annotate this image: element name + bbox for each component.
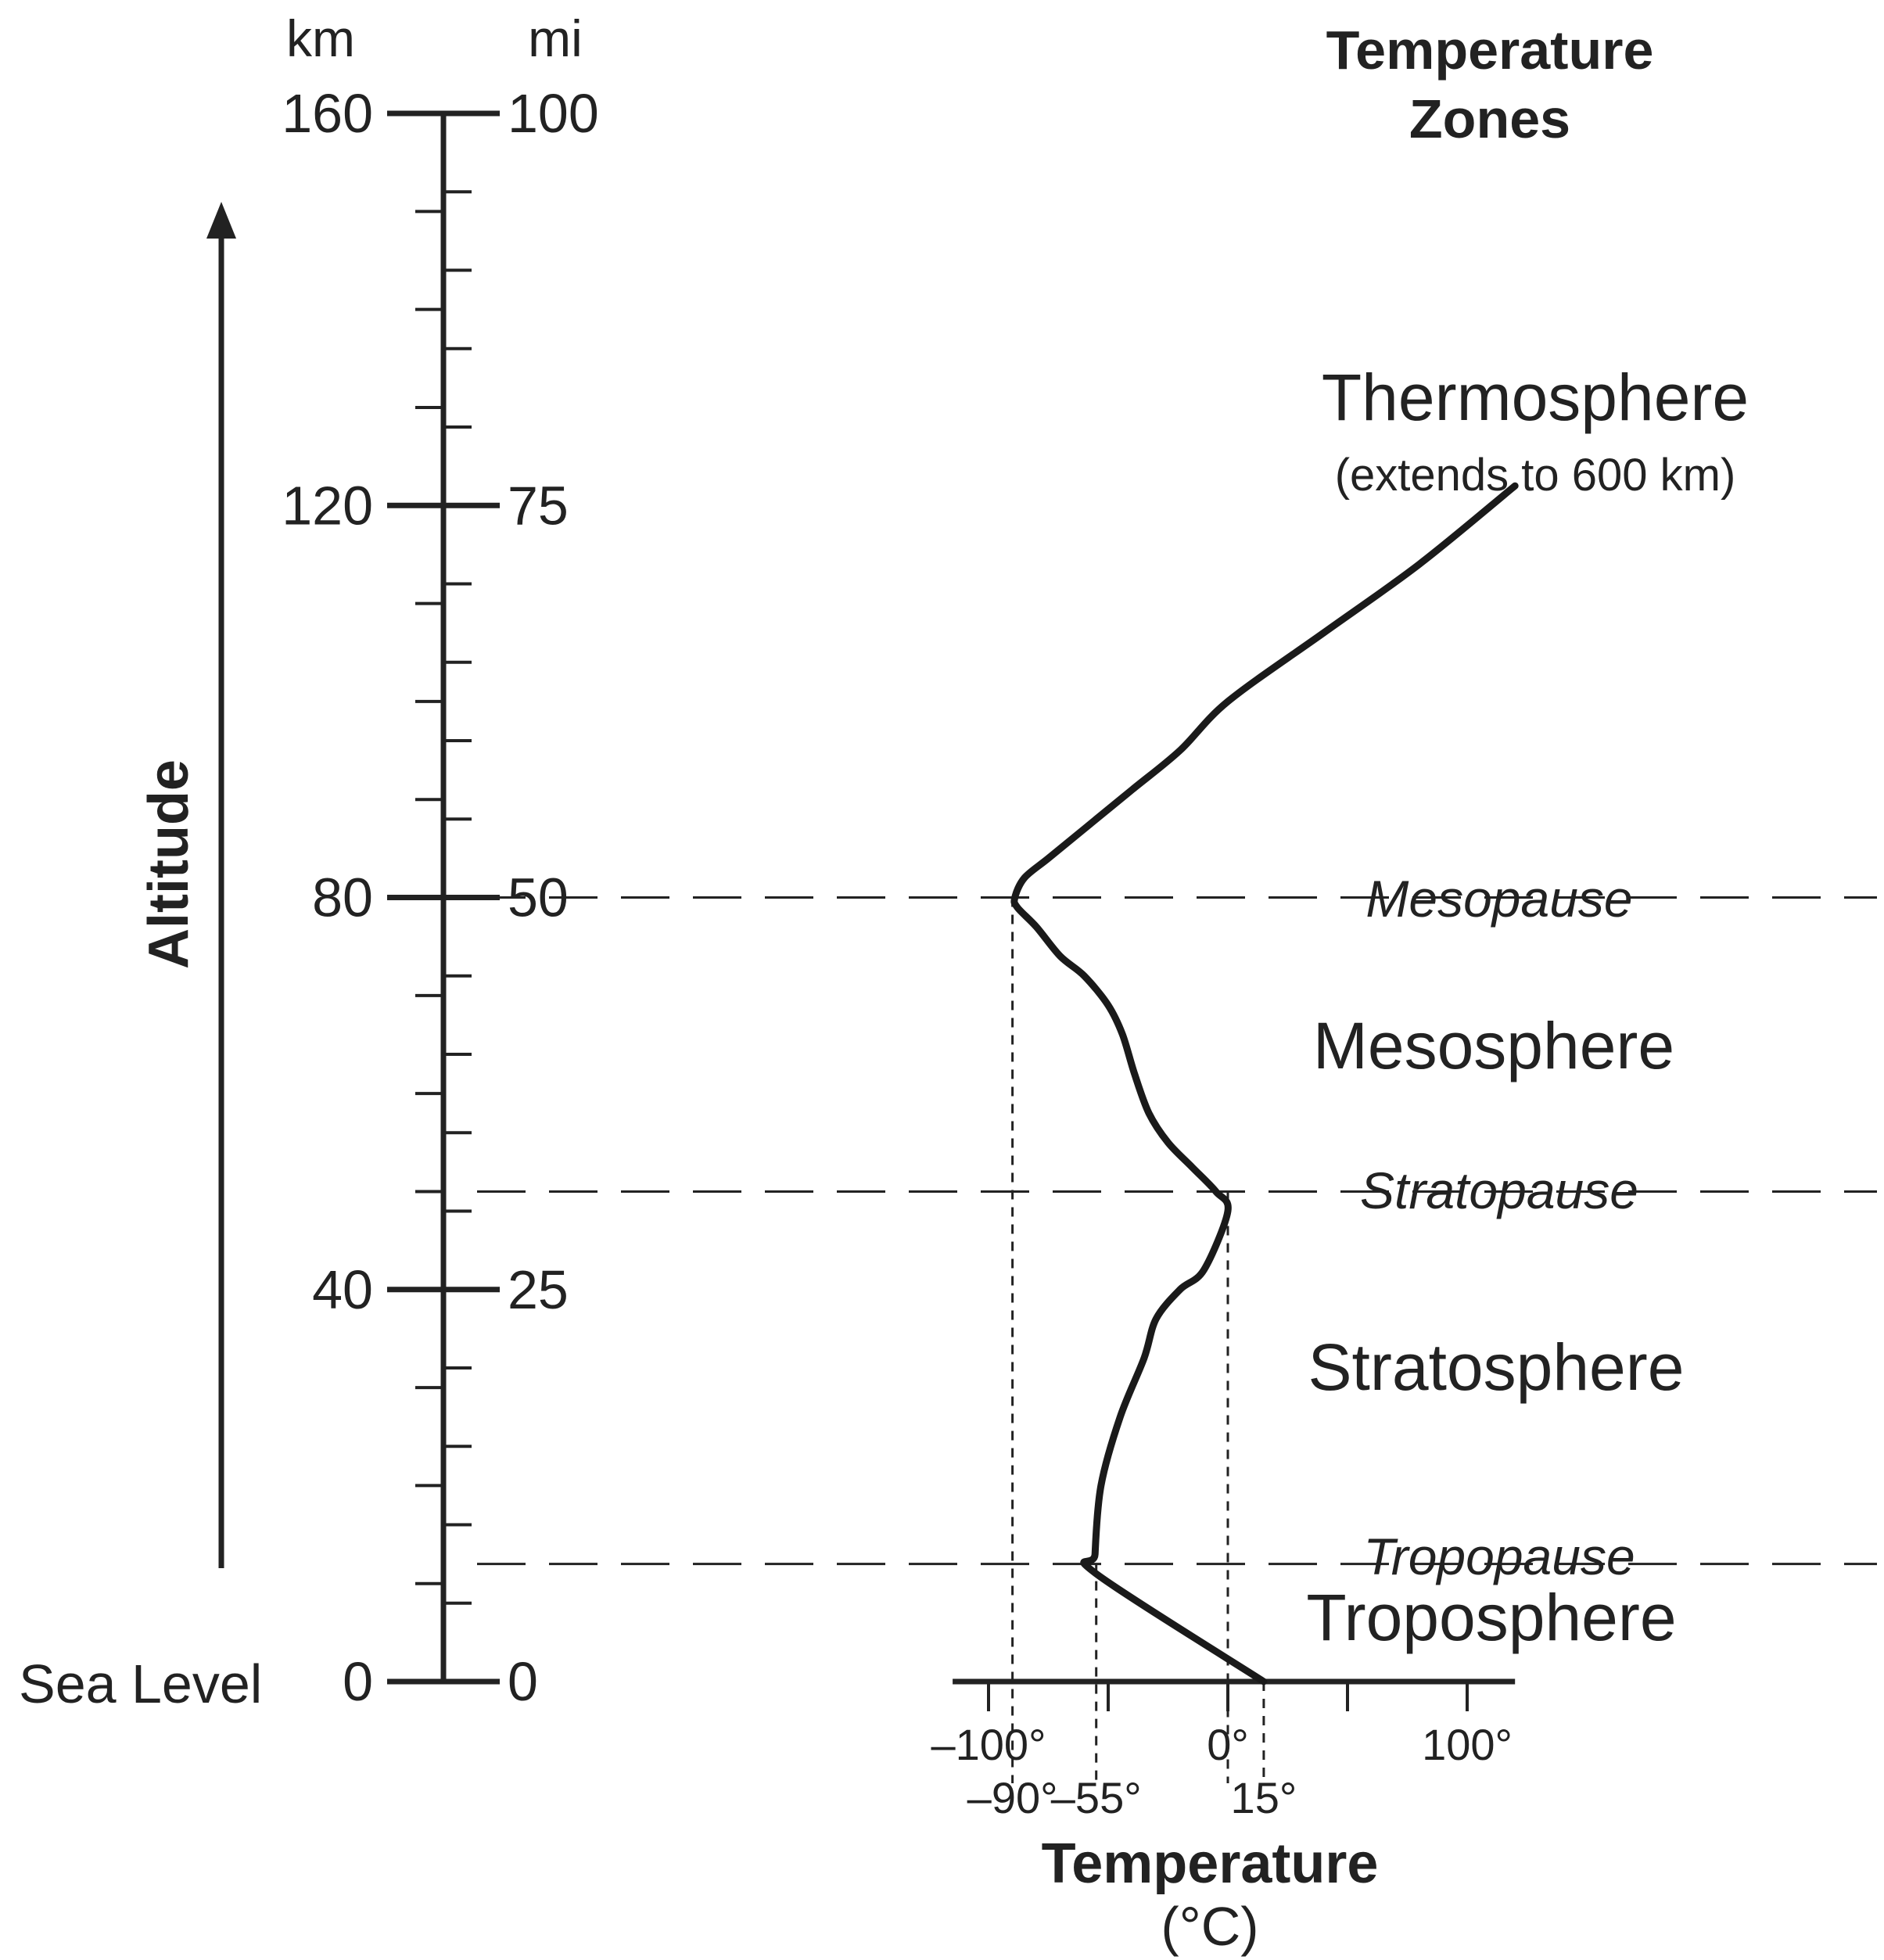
- chart-title-line-1: Temperature: [1326, 20, 1654, 81]
- zone-label-stratosphere: Stratosphere: [1308, 1330, 1685, 1404]
- zone-label-thermosphere: Thermosphere: [1322, 361, 1749, 434]
- zone-label-mesosphere: Mesosphere: [1313, 1009, 1674, 1082]
- altitude-arrow-head: [206, 202, 236, 239]
- chart-lines-layer: [206, 110, 1877, 1783]
- temperature-tick-label: 0°: [1207, 1720, 1249, 1769]
- temperature-profile-curve: [1010, 482, 1519, 1685]
- km-tick-label: 80: [312, 867, 373, 928]
- boundary-label-tropopause: Tropopause: [1363, 1527, 1635, 1585]
- mi-tick-label: 100: [508, 83, 599, 144]
- km-tick-label: 0: [343, 1651, 373, 1712]
- temperature-tick-label: –100°: [931, 1720, 1046, 1769]
- mi-unit-label: mi: [528, 9, 583, 67]
- temperature-marker-label: –55°: [1051, 1773, 1142, 1822]
- x-axis-label: Temperature: [1042, 1833, 1379, 1895]
- boundary-label-stratopause: Stratopause: [1360, 1161, 1638, 1219]
- km-tick-label: 40: [312, 1259, 373, 1320]
- km-tick-label: 160: [282, 83, 373, 144]
- mi-tick-label: 0: [508, 1651, 538, 1712]
- mi-tick-label: 75: [508, 475, 569, 536]
- mi-tick-label: 50: [508, 867, 569, 928]
- chart-title-line-2: Zones: [1409, 88, 1570, 149]
- zone-note-thermosphere: (extends to 600 km): [1335, 450, 1736, 501]
- temperature-marker-label: –90°: [967, 1773, 1058, 1822]
- temperature-tick-label: 100°: [1422, 1720, 1513, 1769]
- km-unit-label: km: [286, 9, 355, 67]
- temperature-marker-label: 15°: [1231, 1773, 1297, 1822]
- boundary-label-mesopause: Mesopause: [1365, 870, 1632, 928]
- km-tick-label: 120: [282, 475, 373, 536]
- x-axis-unit: (°C): [1161, 1896, 1258, 1957]
- mi-tick-label: 25: [508, 1259, 569, 1320]
- zone-label-troposphere: Troposphere: [1306, 1581, 1676, 1654]
- chart-text-layer: Temperature Zones km mi Altitude Sea Lev…: [19, 9, 1749, 1957]
- y-axis-label: Altitude: [138, 759, 200, 969]
- sea-level-label: Sea Level: [19, 1653, 262, 1714]
